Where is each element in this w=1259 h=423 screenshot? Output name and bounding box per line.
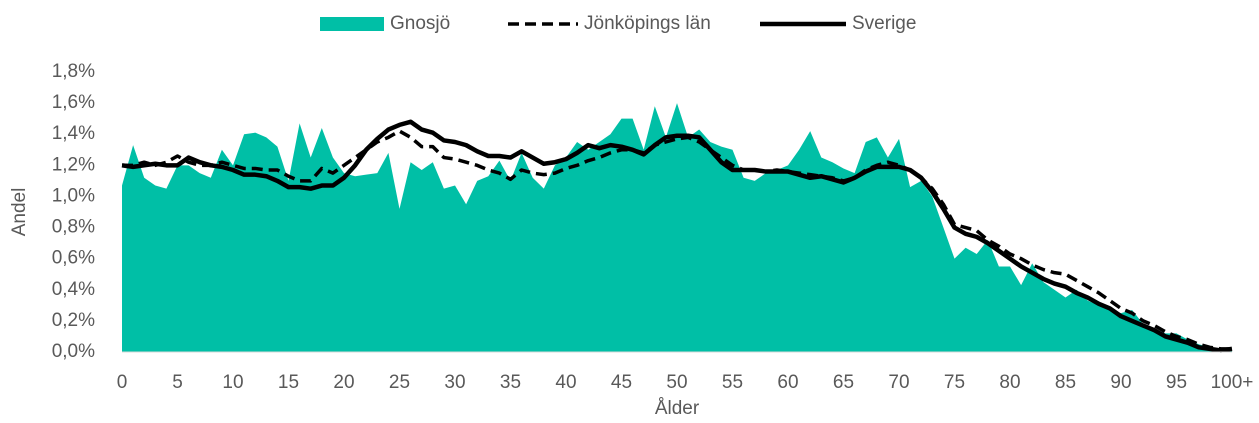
y-tick-label: 1,6% (52, 92, 95, 113)
x-tick-label: 80 (999, 372, 1020, 393)
x-tick-label: 100+ (1211, 372, 1254, 393)
x-tick-label: 75 (944, 372, 965, 393)
legend-label: Sverige (852, 13, 916, 34)
legend-swatch (320, 17, 384, 31)
x-tick-label: 50 (666, 372, 687, 393)
y-tick-label: 0,6% (52, 248, 95, 269)
legend-label: Gnosjö (390, 13, 450, 34)
y-tick-label: 1,0% (52, 185, 95, 206)
x-tick-label: 5 (172, 372, 183, 393)
x-tick-label: 10 (222, 372, 243, 393)
x-tick-label: 25 (389, 372, 410, 393)
x-tick-label: 90 (1110, 372, 1131, 393)
y-tick-label: 1,2% (52, 154, 95, 175)
legend-label: Jönköpings län (584, 13, 711, 34)
x-tick-label: 0 (117, 372, 128, 393)
y-tick-label: 0,8% (52, 217, 95, 238)
x-tick-label: 35 (500, 372, 521, 393)
y-tick-label: 0,2% (52, 310, 95, 331)
x-tick-label: 70 (888, 372, 909, 393)
line (122, 129, 1232, 351)
x-tick-label: 85 (1055, 372, 1076, 393)
x-tick-label: 60 (777, 372, 798, 393)
x-axis-label: Ålder (655, 398, 700, 419)
y-axis-label: Andel (9, 188, 30, 237)
x-tick-label: 40 (555, 372, 576, 393)
y-tick-label: 0,0% (52, 341, 95, 362)
x-tick-label: 65 (833, 372, 854, 393)
area (122, 103, 1232, 352)
x-tick-label: 30 (444, 372, 465, 393)
x-tick-label: 45 (611, 372, 632, 393)
line (121, 119, 1233, 353)
x-tick-label: 95 (1166, 372, 1187, 393)
y-tick-label: 0,4% (52, 279, 95, 300)
x-tick-label: 20 (333, 372, 354, 393)
y-tick-label: 1,8% (52, 61, 95, 82)
x-tick-label: 15 (278, 372, 299, 393)
x-tick-label: 55 (722, 372, 743, 393)
y-tick-label: 1,4% (52, 123, 95, 144)
